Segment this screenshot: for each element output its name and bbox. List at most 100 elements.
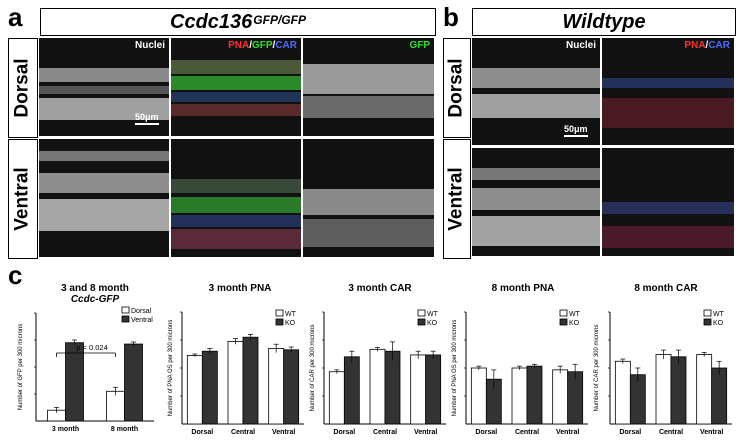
- x-tick-label: Ventral: [272, 429, 295, 436]
- x-tick-label: Central: [659, 429, 683, 436]
- legend-swatch-wt: [275, 309, 284, 317]
- x-tick-label: Central: [231, 429, 255, 436]
- x-tick-label: Ventral: [414, 429, 437, 436]
- panel-letter-a: a: [8, 2, 23, 32]
- panel-b-title: Wildtype: [472, 8, 736, 36]
- legend-label-dorsal: Dorsal: [131, 308, 152, 315]
- legend-label-wt: WT: [713, 311, 725, 318]
- y-axis-label: Number of CAR per 300 microns: [594, 324, 600, 411]
- micrograph-b-ventral-nuclei: [472, 148, 600, 256]
- micrograph-a-dorsal-merge: PNA/GFP/CAR: [171, 38, 301, 136]
- chart-4-title: 8 month CAR: [634, 283, 698, 294]
- legend-swatch-wt: [417, 309, 426, 317]
- x-tick-label: Central: [373, 429, 397, 436]
- bar-wt-2: [552, 369, 569, 425]
- bar-ventral-1: [124, 343, 143, 422]
- x-tick-label: 3 month: [52, 426, 79, 433]
- bar-ko-1: [670, 356, 687, 425]
- x-tick-label: Dorsal: [191, 429, 213, 436]
- bar-ventral-0: [65, 342, 84, 422]
- chart-8-month-pna: Number of PNA OS per 300 microns Dorsal Ce…: [452, 309, 588, 436]
- x-tick-label: Central: [515, 429, 539, 436]
- legend-swatch-ko: [417, 318, 426, 326]
- legend-swatch-dorsal: [121, 306, 130, 314]
- bar-wt-0: [186, 355, 203, 425]
- legend-swatch-ko: [559, 318, 568, 326]
- panel-a-title-main: Ccdc136: [170, 10, 253, 33]
- bar-wt-1: [227, 341, 244, 425]
- panel-a-row-label-dorsal: Dorsal: [8, 38, 38, 138]
- label-nuclei: Nuclei: [134, 40, 165, 51]
- label-pna-gfp-car: PNA/GFP/CAR: [228, 40, 297, 51]
- bar-ko-1: [526, 365, 543, 425]
- y-axis-label: Number of CAR per 300 microns: [310, 324, 316, 411]
- y-axis-label: Number of PNA OS per 300 microns: [452, 320, 458, 417]
- micrograph-a-ventral-nuclei: [39, 139, 169, 257]
- y-axis-label: Number of GFP per 300 microns: [18, 324, 24, 411]
- bar-ko-2: [567, 371, 584, 425]
- legend-label-ko: KO: [285, 320, 296, 327]
- bar-wt-0: [614, 360, 631, 425]
- legend-label-ventral: Ventral: [131, 317, 153, 324]
- bar-wt-2: [268, 348, 285, 425]
- micrograph-b-ventral-merge: [602, 148, 734, 256]
- panel-letter-c: c: [8, 260, 23, 290]
- x-tick-label: Ventral: [556, 429, 579, 436]
- legend-swatch-wt: [703, 309, 712, 317]
- bar-wt-0: [328, 371, 345, 425]
- chart-3-month-pna: Number of PNA OS per 300 microns Dorsal Ce…: [168, 309, 304, 436]
- bar-ko-1: [242, 336, 259, 425]
- legend-label-ko: KO: [427, 320, 438, 327]
- chart-0-title: 3 and 8 month Ccdc-GFP: [61, 283, 129, 305]
- bar-wt-1: [655, 354, 672, 425]
- micrograph-a-ventral-gfp: [303, 139, 434, 257]
- micrograph-b-dorsal-merge: PNA/CAR: [602, 38, 734, 145]
- bar-wt-1: [511, 367, 528, 425]
- scale-bar-b: 50μm: [564, 124, 588, 137]
- panel-a-title: Ccdc136 GFP/GFP: [40, 8, 436, 36]
- legend-label-wt: WT: [427, 311, 439, 318]
- chart-3-title: 8 month PNA: [491, 283, 555, 294]
- label-pna-car: PNA/CAR: [684, 40, 730, 51]
- chart-3-8-month-gfp: Number of GFP per 300 microns 3 month 8 mo…: [18, 306, 154, 433]
- panel-b-row-label-dorsal: Dorsal: [443, 38, 471, 138]
- chart-2-title: 3 month CAR: [348, 283, 412, 294]
- micrograph-b-dorsal-nuclei: Nuclei 50μm: [472, 38, 600, 145]
- legend-label-ko: KO: [569, 320, 580, 327]
- label-gfp: GFP: [409, 40, 430, 51]
- x-tick-label: Dorsal: [333, 429, 355, 436]
- legend-swatch-ventral: [121, 315, 130, 323]
- panel-letter-b: b: [443, 2, 459, 32]
- legend-swatch-wt: [559, 309, 568, 317]
- bar-wt-0: [470, 367, 487, 425]
- chart-1-title: 3 month PNA: [208, 283, 272, 294]
- x-tick-label: Dorsal: [475, 429, 497, 436]
- x-tick-label: 8 month: [111, 426, 138, 433]
- bar-ko-2: [711, 367, 728, 425]
- y-axis-label: Number of PNA OS per 300 microns: [168, 320, 174, 417]
- label-nuclei-b: Nuclei: [565, 40, 596, 51]
- micrograph-a-dorsal-gfp: GFP: [303, 38, 434, 136]
- x-tick-label: Ventral: [700, 429, 723, 436]
- bar-ko-2: [425, 354, 442, 425]
- bar-wt-1: [369, 348, 386, 425]
- bar-ko-1: [384, 350, 401, 425]
- legend-swatch-ko: [275, 318, 284, 326]
- chart-3-month-car: Number of CAR per 300 microns Dorsal Centr…: [310, 309, 446, 436]
- legend-label-wt: WT: [285, 311, 297, 318]
- panel-b-title-main: Wildtype: [562, 10, 646, 33]
- bar-wt-2: [410, 354, 427, 425]
- legend-swatch-ko: [703, 318, 712, 326]
- panel-a-title-sup: GFP/GFP: [253, 13, 306, 27]
- bar-dorsal-1: [106, 390, 125, 422]
- scale-bar-a: 50μm: [135, 112, 159, 125]
- bar-wt-2: [696, 354, 713, 425]
- legend-label-wt: WT: [569, 311, 581, 318]
- bar-ko-0: [343, 356, 360, 425]
- chart-8-month-car: Number of CAR per 300 microns Dorsal Centr…: [594, 309, 732, 436]
- micrograph-a-dorsal-nuclei: Nuclei 50μm: [39, 38, 169, 136]
- bar-ko-0: [201, 350, 218, 425]
- x-tick-label: Dorsal: [619, 429, 641, 436]
- panel-a-row-label-ventral: Ventral: [8, 139, 38, 259]
- significance-annotation: p < 0.024: [76, 343, 108, 352]
